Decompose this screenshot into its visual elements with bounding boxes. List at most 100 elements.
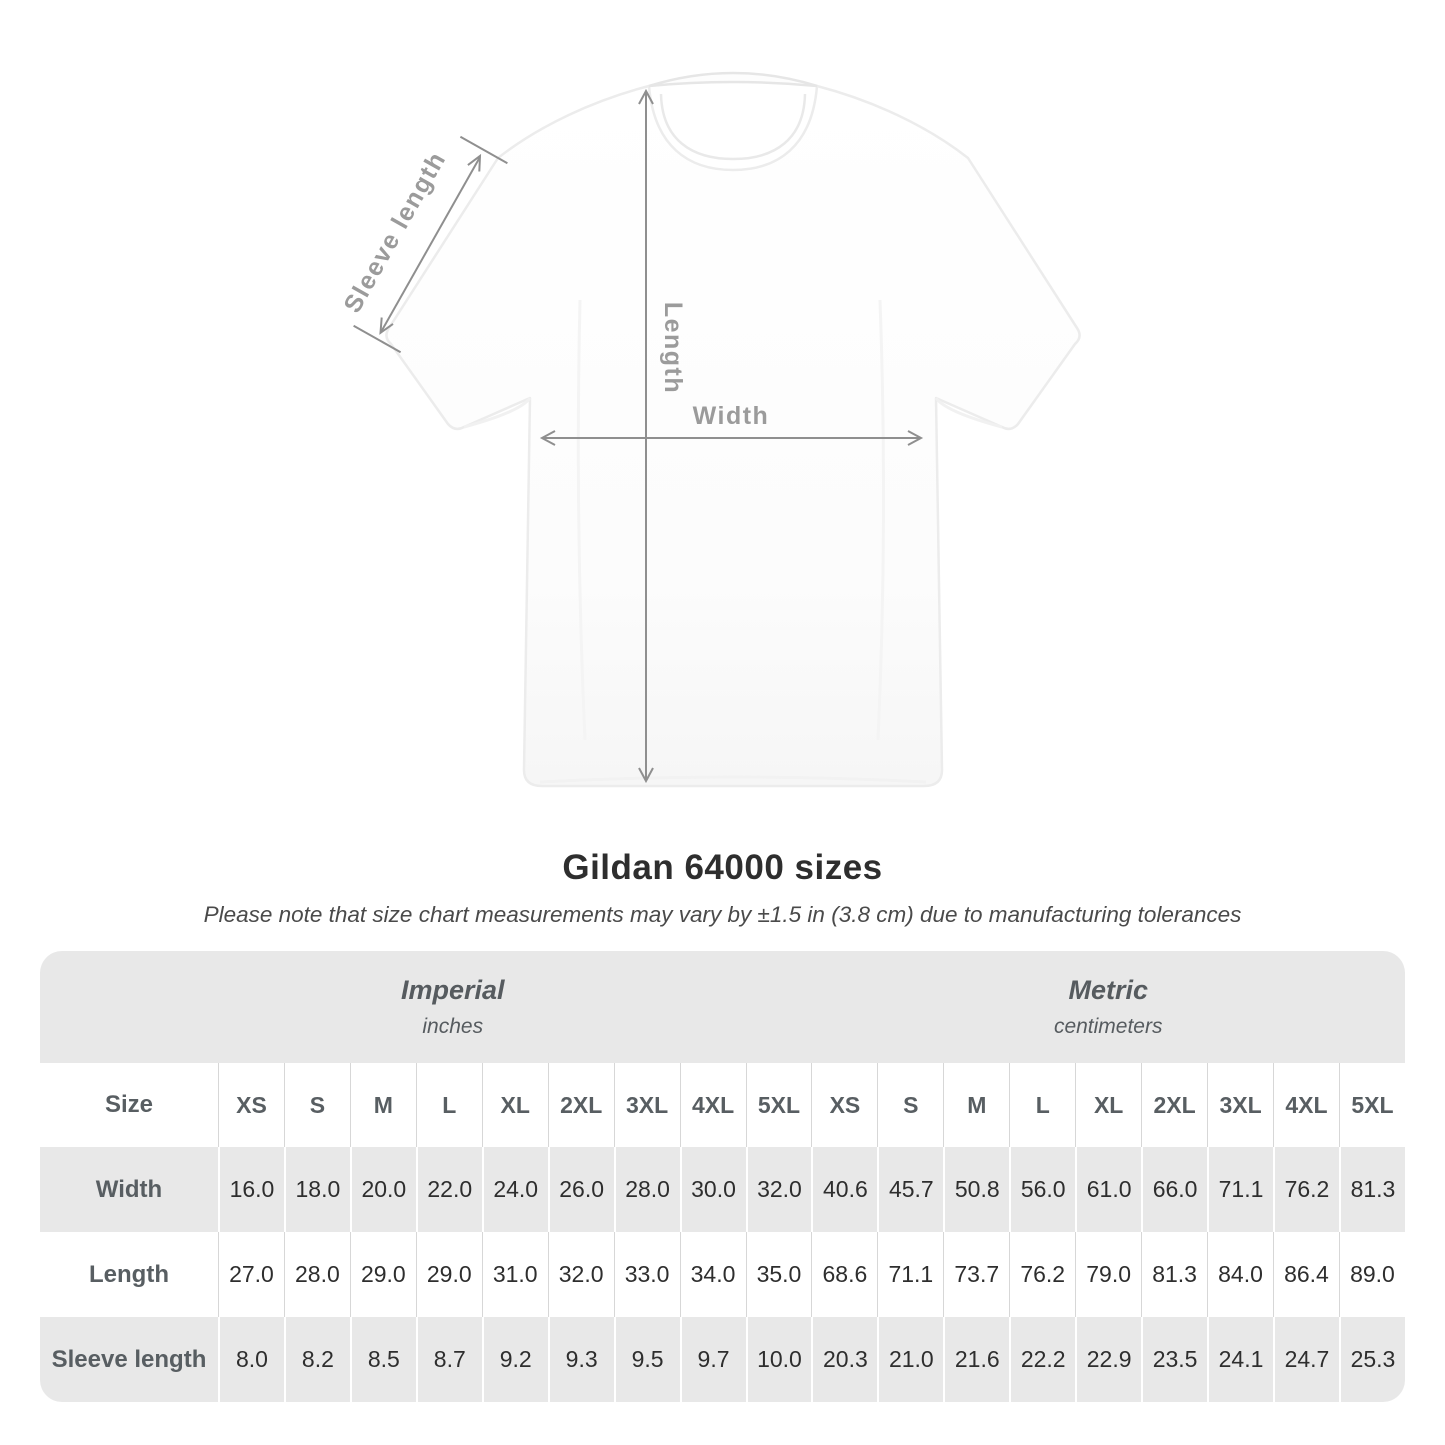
value-cell: 20.3 — [811, 1317, 878, 1402]
value-cell: 22.2 — [1009, 1317, 1076, 1402]
value-cell: 10.0 — [745, 1317, 812, 1402]
value-cell: 35.0 — [745, 1232, 812, 1317]
value-cell: 76.2 — [1009, 1232, 1076, 1317]
length-dimension-arrow — [638, 88, 654, 784]
size-col-header: 3XL — [1207, 1063, 1273, 1147]
value-cell: 32.0 — [745, 1147, 812, 1232]
width-dimension-arrow — [539, 430, 924, 446]
sleeve-length-row: Sleeve length 8.0 8.2 8.5 8.7 9.2 9.3 9.… — [40, 1317, 1405, 1402]
value-cell: 21.6 — [943, 1317, 1010, 1402]
size-col-header: M — [349, 1063, 416, 1147]
value-cell: 73.7 — [943, 1232, 1010, 1317]
value-cell: 71.1 — [877, 1232, 944, 1317]
size-col-header: 4XL — [1273, 1063, 1339, 1147]
value-cell: 28.0 — [283, 1232, 350, 1317]
value-cell: 31.0 — [481, 1232, 548, 1317]
value-cell: 33.0 — [613, 1232, 680, 1317]
size-col-header: 3XL — [613, 1063, 680, 1147]
value-cell: 45.7 — [877, 1147, 944, 1232]
value-cell: 40.6 — [811, 1147, 878, 1232]
value-cell: 26.0 — [547, 1147, 614, 1232]
row-label: Width — [40, 1147, 218, 1232]
imperial-band-unit: inches — [422, 1015, 484, 1038]
imperial-band-cell: Imperial inches — [40, 951, 812, 1063]
size-col-header: 4XL — [679, 1063, 746, 1147]
value-cell: 9.2 — [481, 1317, 548, 1402]
size-col-header: L — [415, 1063, 482, 1147]
size-col-header: 5XL — [1338, 1063, 1405, 1147]
value-cell: 27.0 — [218, 1232, 284, 1317]
value-cell: 61.0 — [1075, 1147, 1142, 1232]
value-cell: 71.1 — [1207, 1147, 1273, 1232]
value-cell: 9.3 — [547, 1317, 614, 1402]
value-cell: 24.1 — [1207, 1317, 1273, 1402]
title-block: Gildan 64000 sizes Please note that size… — [0, 848, 1445, 928]
size-col-header: XS — [811, 1063, 878, 1147]
value-cell: 29.0 — [415, 1232, 482, 1317]
size-col-header: S — [283, 1063, 350, 1147]
size-col-header: S — [877, 1063, 944, 1147]
value-cell: 25.3 — [1338, 1317, 1405, 1402]
value-cell: 32.0 — [547, 1232, 614, 1317]
row-label: Length — [40, 1232, 218, 1317]
value-cell: 20.0 — [349, 1147, 416, 1232]
width-row: Width 16.0 18.0 20.0 22.0 24.0 26.0 28.0… — [40, 1147, 1405, 1232]
value-cell: 29.0 — [349, 1232, 416, 1317]
value-cell: 68.6 — [811, 1232, 878, 1317]
metric-band-title: Metric — [1068, 975, 1148, 1005]
tolerance-note: Please note that size chart measurements… — [203, 902, 1242, 927]
value-cell: 56.0 — [1009, 1147, 1076, 1232]
value-cell: 79.0 — [1075, 1232, 1142, 1317]
value-cell: 28.0 — [613, 1147, 680, 1232]
value-cell: 18.0 — [283, 1147, 350, 1232]
size-table: Imperial inches Metric centimeters Size … — [40, 951, 1405, 1402]
size-col-header: XL — [481, 1063, 548, 1147]
size-col-header: 5XL — [745, 1063, 812, 1147]
value-cell: 22.9 — [1075, 1317, 1142, 1402]
value-cell: 9.7 — [679, 1317, 746, 1402]
value-cell: 24.0 — [481, 1147, 548, 1232]
value-cell: 66.0 — [1141, 1147, 1208, 1232]
value-cell: 8.0 — [218, 1317, 284, 1402]
size-col-header: 2XL — [547, 1063, 614, 1147]
value-cell: 89.0 — [1338, 1232, 1405, 1317]
value-cell: 76.2 — [1273, 1147, 1339, 1232]
size-col-header: XL — [1075, 1063, 1142, 1147]
value-cell: 86.4 — [1273, 1232, 1339, 1317]
row-label: Sleeve length — [40, 1317, 218, 1402]
value-cell: 8.7 — [415, 1317, 482, 1402]
length-label: Length — [659, 302, 687, 394]
width-label: Width — [693, 402, 770, 430]
metric-band-cell: Metric centimeters — [811, 951, 1405, 1063]
page-title: Gildan 64000 sizes — [562, 848, 883, 887]
imperial-band-title: Imperial — [400, 975, 505, 1005]
value-cell: 8.5 — [349, 1317, 416, 1402]
size-col-header: M — [943, 1063, 1010, 1147]
value-cell: 50.8 — [943, 1147, 1010, 1232]
size-col-header: XS — [218, 1063, 284, 1147]
value-cell: 84.0 — [1207, 1232, 1273, 1317]
size-header-row: Size XS S M L XL 2XL 3XL 4XL 5XL XS S M … — [40, 1063, 1405, 1147]
sleeve-length-dimension-arrow — [353, 135, 508, 354]
value-cell: 8.2 — [283, 1317, 350, 1402]
value-cell: 24.7 — [1273, 1317, 1339, 1402]
metric-band-unit: centimeters — [1053, 1015, 1163, 1038]
tshirt-image — [385, 71, 1081, 788]
value-cell: 34.0 — [679, 1232, 746, 1317]
length-row: Length 27.0 28.0 29.0 29.0 31.0 32.0 33.… — [40, 1232, 1405, 1317]
value-cell: 16.0 — [218, 1147, 284, 1232]
value-cell: 81.3 — [1141, 1232, 1208, 1317]
value-cell: 23.5 — [1141, 1317, 1208, 1402]
value-cell: 81.3 — [1338, 1147, 1405, 1232]
size-col-header: L — [1009, 1063, 1076, 1147]
size-col-header: 2XL — [1141, 1063, 1208, 1147]
size-table-container: Imperial inches Metric centimeters Size … — [40, 951, 1405, 1402]
value-cell: 22.0 — [415, 1147, 482, 1232]
value-cell: 9.5 — [613, 1317, 680, 1402]
unit-band-row: Imperial inches Metric centimeters — [40, 951, 1405, 1063]
value-cell: 21.0 — [877, 1317, 944, 1402]
tshirt-measurement-figure: Length Width Sleeve length — [338, 71, 1081, 788]
size-header-label: Size — [40, 1063, 218, 1147]
value-cell: 30.0 — [679, 1147, 746, 1232]
